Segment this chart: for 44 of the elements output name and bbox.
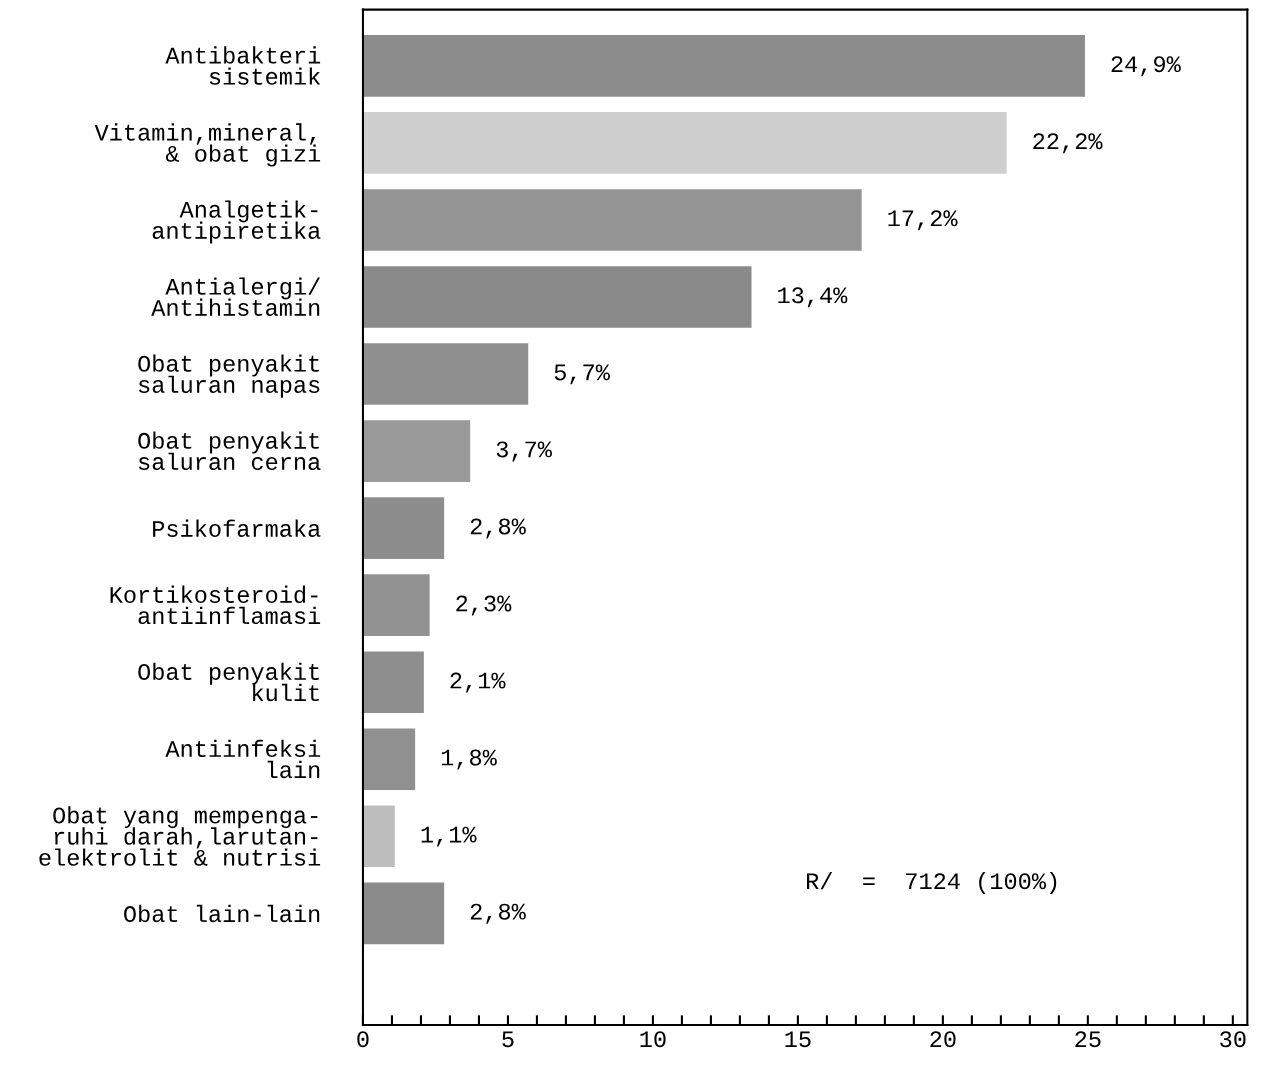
x-tick-label: 5: [502, 1031, 514, 1048]
data-label: 2,1%: [450, 672, 506, 693]
bar: [362, 728, 416, 791]
bar: [362, 112, 1007, 174]
y-tick-label: Antialergi/ Antihistamin: [151, 277, 320, 316]
bar: [362, 343, 529, 405]
y-tick-label: Antibakteri sistemik: [165, 46, 321, 85]
data-label: 1,8%: [441, 749, 497, 770]
y-tick-label: Analgetik- antipiretika: [152, 200, 321, 244]
data-label: 2,8%: [470, 903, 526, 924]
bar: [362, 189, 862, 251]
bar: [362, 651, 424, 714]
y-tick-label: Obat yang mempenga- ruhi darah,larutan- elektrolit & nutrisi: [39, 806, 321, 866]
y-tick-label: Obat lain-lain: [124, 904, 320, 923]
data-label: 2,8%: [470, 518, 526, 539]
y-tick-label: Psikofarmaka: [153, 519, 321, 537]
y-tick-label: Kortikosteroid- antiinflamasi: [110, 585, 321, 625]
x-tick-label: 0: [357, 1031, 369, 1048]
bar: [362, 497, 445, 559]
bar: [362, 805, 395, 868]
data-label: 13,4%: [778, 287, 848, 308]
y-tick-label: Vitamin,mineral, & obat gizi: [94, 123, 321, 167]
data-label: 1,1%: [421, 826, 477, 847]
y-tick-label: Obat penyakit saluran cerna: [138, 431, 321, 471]
bar: [362, 420, 471, 482]
bar: [362, 266, 752, 328]
data-label: 3,7%: [496, 441, 552, 462]
y-tick-label: Antiinfeksi lain: [165, 739, 321, 779]
x-tick-label: 25: [1075, 1031, 1101, 1048]
data-label: 22,2%: [1033, 133, 1103, 154]
bar: [362, 35, 1085, 97]
x-tick-label: 20: [930, 1031, 956, 1048]
bar: [362, 882, 445, 945]
data-label: 24,9%: [1111, 56, 1181, 77]
y-tick-label: Obat penyakit kulit: [138, 662, 319, 702]
data-label: 17,2%: [888, 210, 958, 231]
data-label: 2,3%: [456, 595, 512, 616]
bar: [362, 574, 430, 636]
x-tick-label: 10: [640, 1031, 666, 1048]
y-tick-label: Obat penyakit saluran napas: [138, 354, 320, 398]
data-label: 5,7%: [554, 364, 610, 385]
x-tick-label: 30: [1220, 1031, 1246, 1048]
annotation: R/ = 7124 (100%): [807, 871, 1057, 894]
x-tick-label: 15: [785, 1031, 811, 1048]
